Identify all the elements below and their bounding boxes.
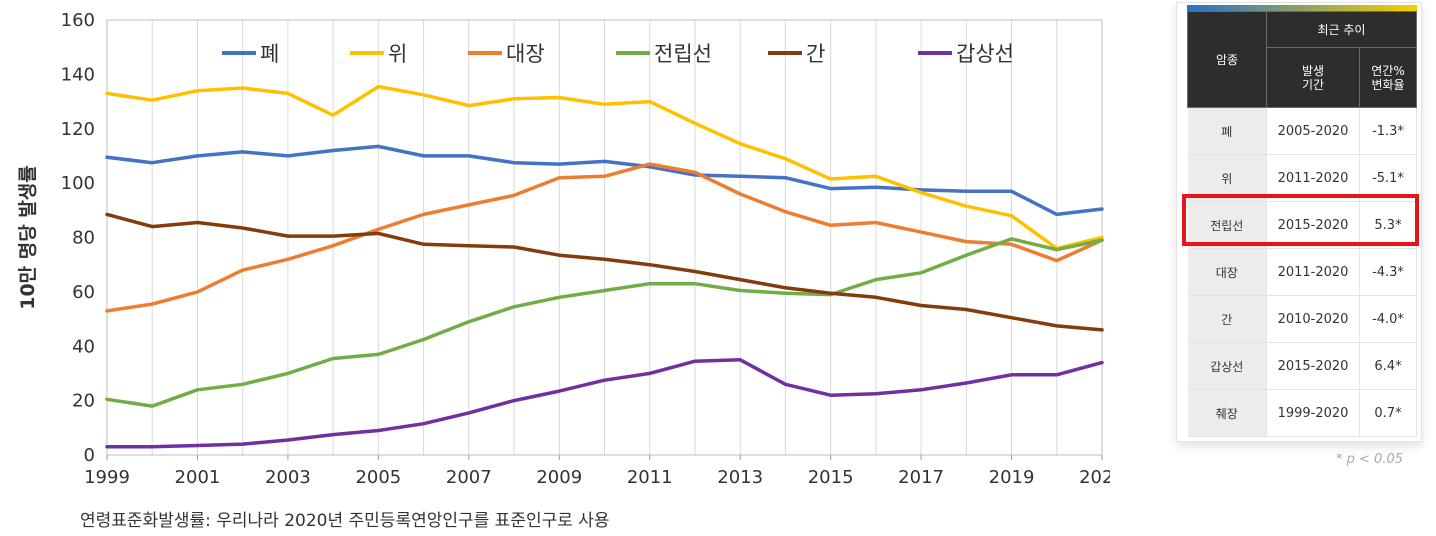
y-tick-label: 100 — [61, 173, 95, 194]
series-line-폐 — [105, 144, 1104, 217]
legend-label: 갑상선 — [956, 42, 1014, 66]
series-line-간 — [105, 212, 1104, 332]
y-tick-label: 80 — [72, 228, 95, 249]
row-period: 2005-2020 — [1266, 107, 1360, 155]
y-tick-label: 120 — [61, 119, 95, 140]
row-cancer: 폐 — [1187, 107, 1267, 155]
row-cancer: 전립선 — [1187, 201, 1267, 249]
row-cancer: 췌장 — [1187, 389, 1267, 437]
series-line-대장 — [105, 162, 1104, 313]
legend: 폐 위 대장 전립선 간 갑상선 — [222, 42, 1014, 66]
series-line-갑상선 — [105, 358, 1104, 449]
row-apc: -1.3* — [1359, 107, 1417, 155]
y-tick-label: 20 — [72, 391, 95, 412]
legend-label: 간 — [806, 42, 825, 66]
row-period: 2015-2020 — [1266, 201, 1360, 249]
series-line-전립선 — [105, 237, 1104, 408]
row-period: 2011-2020 — [1266, 248, 1360, 296]
y-tick-label: 0 — [84, 445, 95, 466]
x-tick-label: 2009 — [536, 467, 582, 488]
row-period: 2010-2020 — [1266, 295, 1360, 343]
row-apc: 0.7* — [1359, 389, 1417, 437]
line-chart: 0 20 40 60 80 100 120 140 160 1999 2001 2003 2005 200… — [17, 10, 1110, 488]
row-cancer: 대장 — [1187, 248, 1267, 296]
table-row: 간 2010-2020 -4.0* — [1187, 295, 1417, 343]
row-cancer: 갑상선 — [1187, 342, 1267, 390]
x-tick-label: 2007 — [446, 467, 492, 488]
table-row: 폐 2005-2020 -1.3* — [1187, 107, 1417, 155]
row-apc: -4.3* — [1359, 248, 1417, 296]
x-tick-label: 2019 — [989, 467, 1035, 488]
x-tick-label: 2011 — [627, 467, 673, 488]
series-line-위 — [105, 84, 1104, 251]
x-tick-label: 1999 — [84, 467, 130, 488]
y-tick-label: 160 — [61, 10, 95, 31]
x-tick-label: 2013 — [717, 467, 763, 488]
y-tick-label: 60 — [72, 282, 95, 303]
x-tick-label: 2005 — [355, 467, 401, 488]
chart-footnote: 연령표준화발생률: 우리나라 2020년 주민등록연앙인구를 표준인구로 사용 — [80, 511, 610, 531]
table-row: 대장 2011-2020 -4.3* — [1187, 248, 1417, 296]
x-tick-label: 2017 — [898, 467, 944, 488]
row-period: 1999-2020 — [1266, 389, 1360, 437]
header-cancer: 암종 — [1187, 11, 1267, 108]
row-apc: 5.3* — [1359, 201, 1417, 249]
x-tick-label: 2015 — [808, 467, 854, 488]
legend-label: 폐 — [260, 42, 279, 66]
row-apc: -4.0* — [1359, 295, 1417, 343]
table-row: 췌장 1999-2020 0.7* — [1187, 389, 1417, 437]
header-period: 발생 기간 — [1266, 47, 1360, 108]
x-tick-label: 2003 — [265, 467, 311, 488]
table-row: 갑상선 2015-2020 6.4* — [1187, 342, 1417, 390]
header-trend: 최근 추이 — [1266, 11, 1417, 48]
row-cancer: 간 — [1187, 295, 1267, 343]
significance-footnote: * p < 0.05 — [1336, 452, 1403, 467]
y-tick-label: 40 — [72, 336, 95, 357]
header-apc: 연간% 변화율 — [1359, 47, 1417, 108]
legend-label: 전립선 — [654, 42, 712, 66]
row-period: 2015-2020 — [1266, 342, 1360, 390]
table-accent-bar — [1187, 5, 1417, 11]
x-tick-label: 2001 — [175, 467, 221, 488]
y-tick-label: 140 — [61, 64, 95, 85]
legend-label: 위 — [388, 42, 407, 66]
row-apc: 6.4* — [1359, 342, 1417, 390]
legend-label: 대장 — [506, 42, 545, 66]
table-row: 전립선 2015-2020 5.3* — [1187, 201, 1417, 249]
highlight-box — [1182, 194, 1419, 246]
y-axis-label: 10만 명당 발생률 — [17, 165, 39, 310]
